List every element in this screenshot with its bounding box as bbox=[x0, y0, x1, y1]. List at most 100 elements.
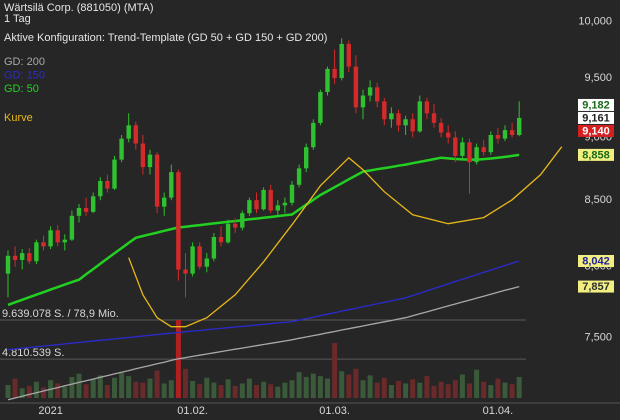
candle-body bbox=[474, 147, 479, 163]
volume-bar bbox=[62, 386, 68, 398]
config-annotation: Aktive Konfiguration: Trend-Template (GD… bbox=[4, 32, 327, 44]
candle-body bbox=[375, 87, 380, 102]
volume-bar bbox=[410, 379, 416, 398]
volume-bar bbox=[474, 369, 480, 398]
candle-body bbox=[91, 196, 96, 212]
candle-body bbox=[446, 132, 451, 138]
candle-body bbox=[289, 184, 295, 203]
candle-body bbox=[55, 230, 60, 243]
volume-bar bbox=[76, 373, 82, 398]
candle-body bbox=[318, 92, 323, 123]
volume-bar bbox=[431, 385, 437, 398]
candle-body bbox=[403, 119, 408, 126]
volume-bar bbox=[396, 381, 401, 398]
candle-body bbox=[176, 172, 181, 270]
candle-body bbox=[98, 180, 103, 197]
moving-average-line bbox=[7, 260, 520, 351]
y-tick-label: 10,000 bbox=[578, 16, 612, 28]
volume-tick-label: 4.810.539 S. bbox=[2, 347, 64, 359]
volume-bar bbox=[112, 377, 117, 398]
candle-body bbox=[311, 122, 316, 148]
volume-bar bbox=[183, 368, 188, 398]
volume-bar bbox=[282, 382, 288, 398]
price-label-box bbox=[578, 111, 614, 124]
candle-body bbox=[105, 180, 110, 189]
candle-body bbox=[48, 230, 53, 247]
volume-bar bbox=[289, 380, 295, 398]
candle-body bbox=[247, 200, 252, 214]
legend-entry: GD: 200 bbox=[4, 56, 45, 68]
volume-bar bbox=[346, 374, 352, 398]
x-tick-label: 01.02. bbox=[177, 405, 208, 417]
volume-bar bbox=[339, 371, 345, 398]
volume-bar bbox=[83, 384, 89, 398]
price-label: 8,042 bbox=[582, 255, 610, 267]
volume-bar bbox=[246, 378, 252, 398]
volume-bar bbox=[296, 372, 302, 398]
volume-bar bbox=[275, 386, 281, 398]
volume-bar bbox=[332, 342, 338, 398]
candle-body bbox=[431, 113, 437, 123]
candle-body bbox=[325, 68, 330, 93]
volume-bar bbox=[211, 382, 217, 398]
candle-body bbox=[183, 269, 188, 274]
candle-body bbox=[41, 242, 46, 247]
volume-bar bbox=[424, 376, 430, 398]
legend-entry: GD: 150 bbox=[4, 69, 45, 81]
volume-bar bbox=[197, 384, 203, 398]
volume-bar bbox=[90, 379, 96, 398]
volume-bar bbox=[218, 385, 224, 398]
volume-bar bbox=[147, 378, 153, 398]
volume-bar bbox=[232, 385, 238, 398]
candle-body bbox=[353, 66, 359, 108]
price-label: 7,857 bbox=[582, 281, 610, 293]
x-tick-label: 2021 bbox=[38, 405, 62, 417]
volume-bar bbox=[225, 379, 231, 398]
candle-body bbox=[453, 137, 458, 156]
x-tick-label: 01.03. bbox=[319, 405, 350, 417]
volume-bar bbox=[268, 384, 274, 398]
candle-body bbox=[27, 253, 32, 262]
volume-bar bbox=[353, 368, 359, 398]
moving-average-line bbox=[7, 153, 520, 307]
candle-body bbox=[495, 134, 501, 139]
volume-bar bbox=[388, 385, 394, 398]
volume-bar bbox=[403, 383, 409, 398]
candle-body bbox=[481, 147, 486, 153]
candle-body bbox=[517, 117, 522, 135]
candle-body bbox=[460, 142, 465, 156]
volume-bar bbox=[140, 382, 146, 398]
kurve-line bbox=[128, 146, 563, 328]
candle-body bbox=[154, 154, 160, 207]
volume-bar bbox=[5, 385, 11, 398]
volume-bar bbox=[133, 381, 139, 398]
legend-entry: GD: 50 bbox=[4, 83, 39, 95]
candle-body bbox=[12, 255, 18, 260]
candle-body bbox=[438, 122, 444, 133]
candle-body bbox=[162, 197, 167, 207]
candle-body bbox=[218, 236, 224, 243]
volume-bar bbox=[310, 373, 316, 398]
candle-body bbox=[304, 147, 309, 169]
y-tick-label: 7,500 bbox=[584, 332, 612, 344]
candle-body bbox=[204, 258, 209, 267]
volume-bar bbox=[161, 383, 167, 398]
x-tick-label: 01.04. bbox=[483, 405, 514, 417]
candle-body bbox=[119, 138, 124, 160]
volume-bar bbox=[190, 381, 196, 398]
candle-body bbox=[467, 142, 472, 163]
volume-bar bbox=[317, 376, 323, 398]
price-label-box bbox=[578, 280, 614, 293]
volume-bar bbox=[325, 378, 330, 398]
volume-bar bbox=[41, 387, 46, 398]
volume-bar bbox=[119, 372, 125, 398]
candle-body bbox=[282, 202, 288, 206]
price-label: 9,182 bbox=[582, 99, 610, 111]
candle-body bbox=[382, 101, 387, 120]
candle-body bbox=[488, 134, 493, 153]
candle-body bbox=[133, 125, 138, 144]
price-label: 9,161 bbox=[582, 112, 610, 124]
